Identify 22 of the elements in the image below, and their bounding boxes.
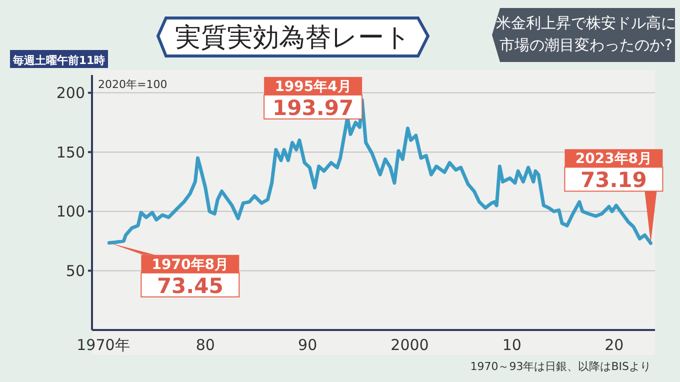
annotation: 1995年4月 xyxy=(274,78,352,95)
x-tick-label: 20 xyxy=(604,336,624,354)
x-tick-label: 10 xyxy=(502,336,522,354)
x-tick-label: 80 xyxy=(196,336,215,354)
y-tick-label: 50 xyxy=(66,262,85,280)
annotation: 2023年8月 xyxy=(575,151,652,168)
annotation: 73.19 xyxy=(580,168,647,192)
y-tick-label: 150 xyxy=(56,143,85,162)
annotation: 193.97 xyxy=(272,96,354,120)
y-tick-label: 100 xyxy=(56,202,85,221)
y-tick-label: 200 xyxy=(56,84,85,102)
annotation: 1970年8月 xyxy=(152,256,229,273)
x-tick-label: 90 xyxy=(298,336,318,354)
line-series xyxy=(107,98,652,245)
text: 1970～93年は日銀、以降はBISより xyxy=(470,360,651,373)
x-tick-label: 2000 xyxy=(390,336,429,354)
text: 毎週土曜午前11時 xyxy=(12,54,106,67)
chart-title: 実質実効為替レート xyxy=(175,23,411,53)
annotation: 73.45 xyxy=(156,274,224,298)
chart-subtitle: 米金利上昇で株安ドル高に市場の潮目変わったのか? xyxy=(496,14,676,54)
annotation: 2020年=100 xyxy=(98,78,168,91)
x-tick-label: 1970年 xyxy=(76,336,130,354)
